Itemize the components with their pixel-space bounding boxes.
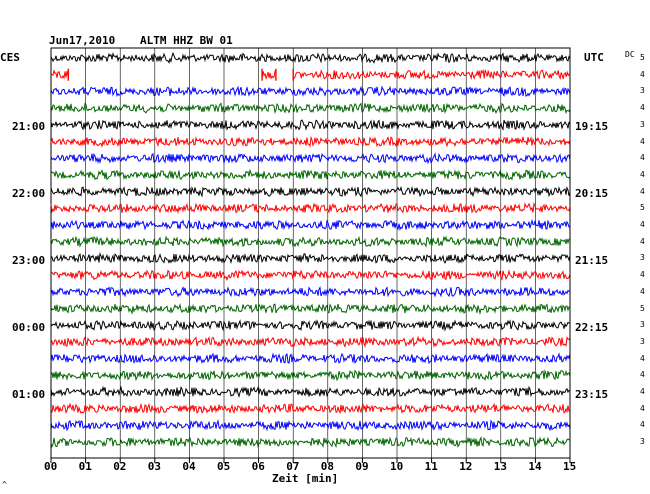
dc-value: 5 (640, 203, 645, 213)
dc-value: 3 (640, 320, 645, 330)
x-tick-label: 08 (320, 460, 335, 473)
dc-value: 4 (640, 270, 645, 280)
trace-line (50, 85, 571, 98)
trace-line (50, 69, 69, 80)
trace-line (50, 51, 571, 64)
trace-line (50, 235, 571, 248)
trace-line (50, 251, 571, 264)
dc-value: 4 (640, 153, 645, 163)
trace-line (50, 185, 571, 198)
dc-value: 3 (640, 336, 645, 346)
dc-value: 5 (640, 303, 645, 313)
plot-frame (50, 47, 571, 459)
x-tick-label: 11 (424, 460, 438, 473)
trace-line (50, 369, 571, 382)
right-time-label: 23:15 (575, 388, 609, 401)
trace-line (292, 68, 570, 81)
left-time-label: 22:00 (12, 187, 46, 200)
dc-value: 3 (640, 86, 645, 96)
x-tick-label: 12 (459, 460, 473, 473)
x-tick-label: 04 (182, 460, 196, 473)
trace-line (50, 202, 571, 215)
x-tick-label: 02 (113, 460, 127, 473)
right-time-label: 19:15 (575, 120, 609, 133)
x-tick-label: 09 (355, 460, 369, 473)
trace-line (50, 302, 571, 315)
trace-line (50, 335, 571, 348)
dc-value: 4 (640, 69, 645, 79)
dc-value: 4 (640, 353, 645, 363)
trace-line (50, 119, 571, 131)
trace-line (50, 218, 571, 231)
x-tick-label: 03 (147, 460, 162, 473)
trace-line (50, 269, 571, 282)
left-time-label: 23:00 (12, 254, 46, 267)
dc-value: 4 (640, 136, 645, 146)
dc-value: 3 (640, 437, 645, 447)
corner-mark: ^ (2, 480, 7, 489)
trace-line (50, 436, 571, 449)
x-tick-label: 10 (390, 460, 404, 473)
x-tick-label: 05 (217, 460, 231, 473)
right-time-label: 21:15 (575, 254, 609, 267)
right-time-label: 22:15 (575, 321, 609, 334)
x-tick-label: 06 (251, 460, 265, 473)
dc-value: 4 (640, 286, 645, 296)
dc-label: DC (625, 50, 635, 59)
dc-value: 4 (640, 220, 645, 229)
dc-value: 4 (640, 370, 645, 380)
right-time-label: 20:15 (575, 187, 609, 200)
x-tick-label: 14 (528, 460, 542, 473)
trace-line (50, 402, 571, 415)
trace-line (50, 152, 571, 165)
trace-line (50, 319, 571, 332)
dc-value: 4 (640, 186, 645, 196)
x-tick-label: 15 (563, 460, 577, 473)
trace-line (50, 352, 571, 365)
x-tick-label: 13 (493, 460, 508, 473)
dc-value: 4 (640, 420, 645, 430)
trace-line (50, 135, 571, 148)
x-tick-label: 01 (78, 460, 92, 473)
x-tick-label: 00 (44, 460, 58, 473)
x-axis-label: Zeit [min] (272, 472, 339, 485)
left-time-label: 21:00 (12, 120, 46, 133)
dc-value: 4 (640, 103, 645, 113)
date-label: Jun17,2010 (49, 34, 116, 47)
dc-value: 4 (640, 403, 645, 413)
dc-value: 4 (640, 236, 645, 246)
trace-line (50, 385, 571, 398)
trace-line (50, 285, 571, 298)
dc-value: 3 (640, 253, 645, 263)
left-zone-label: CES (0, 51, 20, 64)
trace-line (50, 168, 571, 181)
trace-line (261, 70, 276, 81)
x-tick-label: 07 (286, 460, 300, 473)
right-zone-label: UTC (584, 51, 604, 64)
dc-value: 4 (640, 387, 645, 396)
dc-value: 4 (640, 169, 645, 179)
station-label: ALTM HHZ BW 01 (140, 34, 233, 47)
trace-line (50, 102, 571, 115)
left-time-label: 00:00 (12, 321, 46, 334)
trace-line (50, 419, 571, 432)
left-time-label: 01:00 (12, 388, 46, 401)
dc-value: 5 (640, 53, 645, 62)
dc-value: 3 (640, 119, 645, 129)
